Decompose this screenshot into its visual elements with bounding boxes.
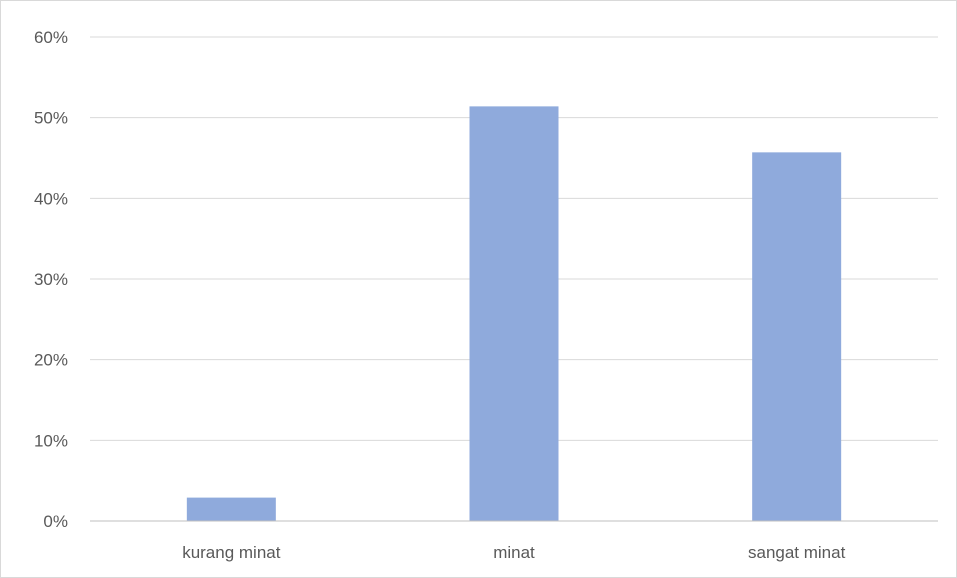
x-category-label: minat — [493, 543, 535, 562]
x-category-label: kurang minat — [182, 543, 281, 562]
y-tick-label: 60% — [34, 28, 68, 47]
y-tick-label: 0% — [43, 512, 68, 531]
bar-kurang-minat — [186, 497, 276, 521]
y-tick-label: 10% — [34, 431, 68, 450]
bar-sangat-minat — [752, 152, 842, 521]
y-tick-label: 50% — [34, 109, 68, 128]
bar-minat — [469, 106, 559, 521]
y-tick-label: 40% — [34, 189, 68, 208]
x-axis-category-labels: kurang minat minat sangat minat — [182, 543, 845, 562]
y-tick-label: 20% — [34, 351, 68, 370]
y-axis-tick-labels: 0% 10% 20% 30% 40% 50% 60% — [34, 28, 68, 531]
y-tick-label: 30% — [34, 270, 68, 289]
bars — [186, 106, 842, 521]
x-category-label: sangat minat — [748, 543, 846, 562]
